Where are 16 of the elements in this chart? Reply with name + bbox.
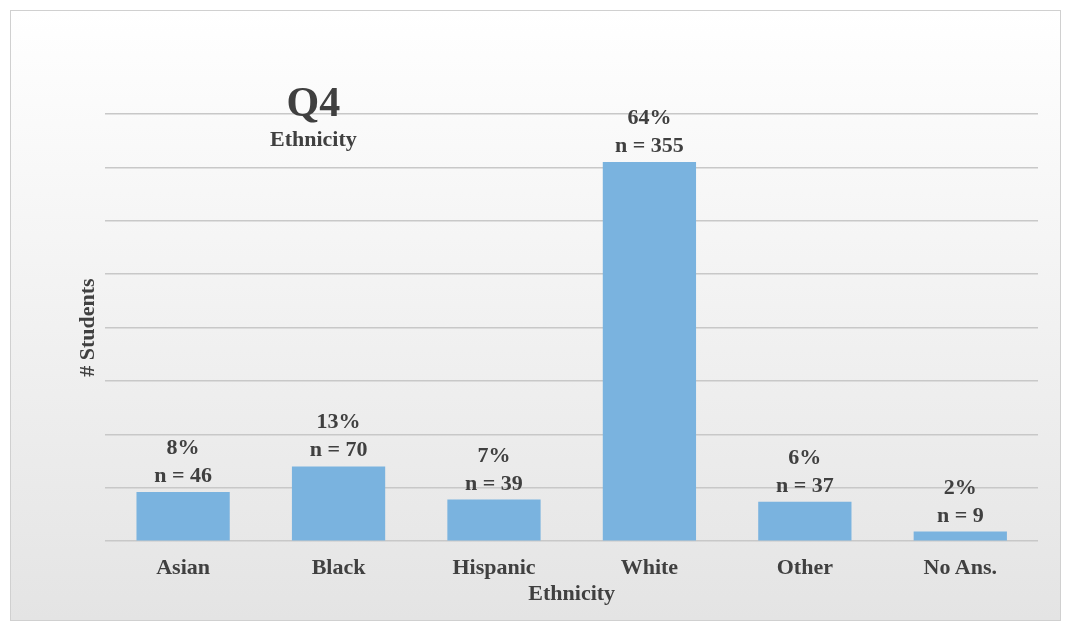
data-label: 64% n = 355 [615,104,684,158]
chart-title: Q4 [286,79,341,125]
x-tick-label: White [620,554,679,580]
chart-subtitle: Ethnicity [270,126,357,151]
data-label: 8% n = 46 [154,434,213,488]
x-axis-title: Ethnicity [528,580,616,606]
data-label: 7% n = 39 [465,441,523,495]
x-tick-label: No Ans. [923,554,997,580]
x-tick-label: Black [311,554,367,580]
data-label: 13% n = 70 [309,408,368,462]
x-tick-label: Hispanic [452,554,536,580]
data-label: 2% n = 9 [936,473,984,527]
x-tick-label: Other [776,554,834,580]
data-label: 6% n = 37 [775,443,834,497]
x-tick-label: Asian [156,554,211,580]
y-axis-title: # Students [73,277,99,377]
